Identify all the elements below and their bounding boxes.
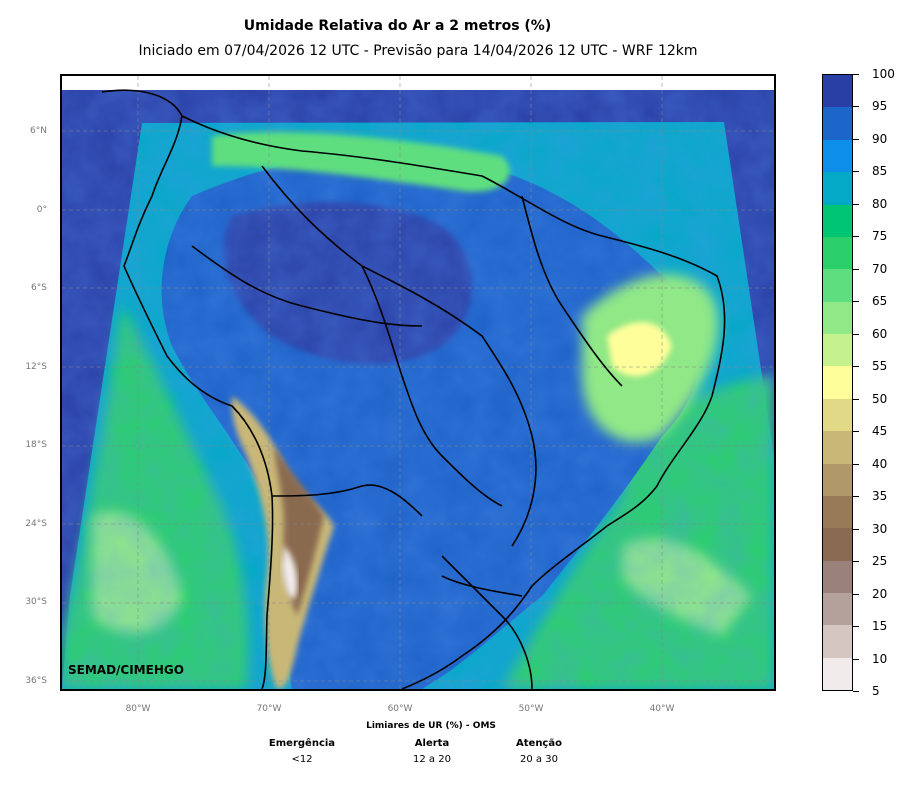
- legend-alerta-range: 12 a 20: [413, 754, 451, 765]
- lon-label-70w: 70°W: [256, 704, 282, 714]
- legend-atencao-range: 20 a 30: [520, 754, 558, 765]
- colorbar-tick-label: 85: [872, 164, 888, 179]
- colorbar-tick: [853, 268, 859, 270]
- colorbar-segment: [823, 366, 852, 399]
- colorbar-segment: [823, 301, 852, 334]
- colorbar: [822, 74, 853, 691]
- colorbar-segment: [823, 75, 852, 108]
- colorbar-segment: [823, 495, 852, 529]
- colorbar-tick: [853, 138, 859, 140]
- map-blank-top: [62, 76, 774, 90]
- colorbar-tick-label: 25: [872, 554, 888, 569]
- humidity-field: [62, 76, 774, 689]
- colorbar-tick: [853, 431, 859, 433]
- credit-label: SEMAD/CIMEHGO: [68, 663, 184, 677]
- colorbar-segment: [823, 269, 852, 302]
- colorbar-tick: [853, 658, 859, 660]
- lat-label-24s: 24°S: [25, 519, 47, 529]
- colorbar-tick-label: 45: [872, 424, 888, 439]
- colorbar-tick-label: 90: [872, 131, 888, 146]
- lon-label-80w: 80°W: [125, 704, 151, 714]
- colorbar-tick: [853, 561, 859, 563]
- colorbar-tick-label: 15: [872, 619, 888, 634]
- colorbar-tick-label: 10: [872, 651, 888, 666]
- colorbar-segment: [823, 139, 852, 173]
- colorbar-segment: [823, 560, 852, 593]
- colorbar-tick: [853, 236, 859, 238]
- colorbar-segment: [823, 528, 852, 561]
- map-subtitle: Iniciado em 07/04/2026 12 UTC - Previsão…: [138, 43, 698, 59]
- colorbar-tick: [853, 106, 859, 108]
- andes-dry: [231, 396, 334, 689]
- colorbar-tick: [853, 398, 859, 400]
- colorbar-segment: [823, 398, 852, 432]
- lat-label-12s: 12°S: [25, 362, 47, 372]
- lon-label-60w: 60°W: [387, 704, 413, 714]
- colorbar-tick: [853, 691, 859, 692]
- colorbar-segment: [823, 593, 852, 626]
- colorbar-segment: [823, 236, 852, 270]
- colorbar-tick-label: 30: [872, 521, 888, 536]
- colorbar-tick-label: 80: [872, 196, 888, 211]
- colorbar-tick-label: 65: [872, 294, 888, 309]
- lat-label-6s: 6°S: [31, 283, 47, 293]
- colorbar-tick: [853, 366, 859, 368]
- colorbar-tick: [853, 74, 859, 75]
- colorbar-segment: [823, 334, 852, 367]
- colorbar-tick-label: 55: [872, 359, 888, 374]
- map-title: Umidade Relativa do Ar a 2 metros (%): [243, 18, 552, 34]
- colorbar-segment: [823, 657, 852, 691]
- colorbar-tick-label: 70: [872, 261, 888, 276]
- lat-label-30s: 30°S: [25, 597, 47, 607]
- lat-label-18s: 18°S: [25, 440, 47, 450]
- lon-label-50w: 50°W: [518, 704, 544, 714]
- colorbar-tick: [853, 463, 859, 465]
- lon-label-40w: 40°W: [649, 704, 675, 714]
- colorbar-tick: [853, 593, 859, 595]
- colorbar-tick: [853, 333, 859, 335]
- colorbar-tick-label: 40: [872, 456, 888, 471]
- colorbar-tick-label: 50: [872, 391, 888, 406]
- colorbar-tick-label: 100: [872, 67, 895, 81]
- colorbar-tick: [853, 496, 859, 498]
- colorbar-tick-label: 75: [872, 229, 888, 244]
- colorbar-segment: [823, 625, 852, 658]
- colorbar-segment: [823, 431, 852, 464]
- legend-emergencia-range: <12: [291, 754, 313, 765]
- lat-label-0: 0°: [36, 205, 47, 215]
- colorbar-tick-label: 20: [872, 586, 888, 601]
- guiana-band: [212, 132, 510, 192]
- colorbar-tick-label: 95: [872, 99, 888, 114]
- colorbar-segment: [823, 107, 852, 140]
- legend-emergencia-name: Emergência: [268, 738, 336, 749]
- lat-label-36s: 36°S: [25, 676, 47, 686]
- colorbar-tick-label: 5: [872, 684, 880, 698]
- borders: [101, 89, 726, 689]
- colorbar-tick: [853, 171, 859, 173]
- legend-atencao-name: Atenção: [516, 738, 562, 749]
- colorbar-tick-label: 60: [872, 326, 888, 341]
- colorbar-segment: [823, 172, 852, 205]
- northeast-driest: [607, 322, 672, 377]
- colorbar-tick: [853, 301, 859, 303]
- colorbar-segment: [823, 463, 852, 496]
- atacama-min: [282, 546, 298, 599]
- colorbar-tick: [853, 626, 859, 628]
- legend-title: Limiares de UR (%) - OMS: [366, 721, 496, 731]
- colorbar-tick-label: 35: [872, 489, 888, 504]
- legend-alerta-name: Alerta: [414, 738, 450, 749]
- humidity-map: [60, 74, 776, 691]
- colorbar-segment: [823, 204, 852, 237]
- colorbar-tick: [853, 203, 859, 205]
- lat-label-6n: 6°N: [30, 126, 47, 136]
- colorbar-tick: [853, 528, 859, 530]
